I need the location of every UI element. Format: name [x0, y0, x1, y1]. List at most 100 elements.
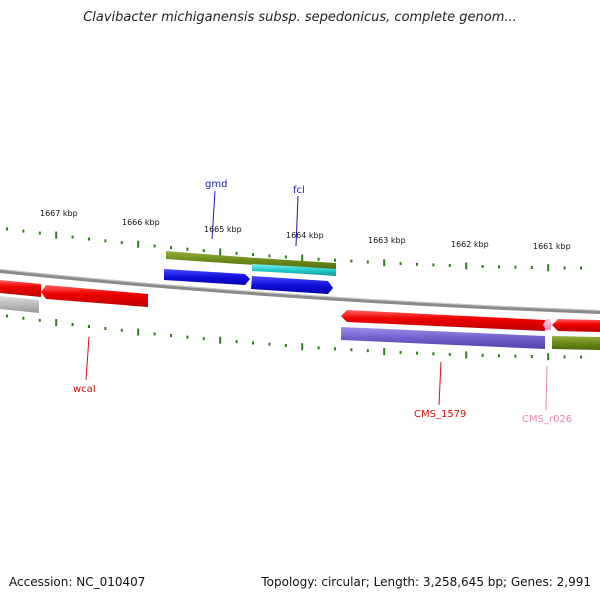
topology-text: Topology: circular; Length: 3,258,645 bp…	[261, 575, 591, 589]
leader-line-wcaI	[85, 336, 90, 381]
minor-tick	[170, 334, 172, 337]
major-tick	[547, 264, 550, 272]
minor-tick	[366, 349, 369, 353]
leader-line-gmd	[211, 190, 216, 240]
minor-tick	[580, 355, 582, 359]
minor-tick	[6, 227, 8, 231]
major-tick	[219, 248, 222, 256]
minor-tick	[268, 342, 271, 346]
minor-tick	[268, 254, 271, 258]
minor-tick	[432, 263, 435, 267]
minor-tick	[202, 337, 205, 341]
major-tick	[55, 319, 58, 326]
minor-tick	[416, 262, 418, 266]
scale-label: 1662 kbp	[451, 240, 489, 249]
gene-CMS_r026[interactable]	[543, 319, 551, 330]
gene-feature-red-left[interactable]	[0, 280, 41, 297]
major-tick	[55, 231, 58, 239]
major-tick	[547, 353, 550, 361]
scale-label: 1666 kbp	[122, 218, 160, 227]
map-title: Clavibacter michiganensis subsp. sepedon…	[83, 10, 517, 25]
gene-label-fcl[interactable]: fcl	[293, 185, 305, 196]
minor-tick	[481, 265, 484, 268]
gene-wcaI[interactable]	[41, 285, 148, 307]
major-tick	[219, 336, 222, 344]
minor-tick	[22, 229, 25, 233]
major-tick	[465, 351, 468, 359]
minor-tick	[186, 247, 189, 251]
minor-tick	[399, 350, 402, 354]
minor-tick	[38, 231, 41, 235]
genome-backbone-highlight	[0, 269, 600, 311]
scale-ticks-upper	[6, 227, 582, 272]
gene-feature-grey-left[interactable]	[0, 296, 39, 313]
minor-tick	[580, 266, 582, 270]
minor-tick	[448, 264, 451, 267]
scale-ticks-lower	[6, 314, 582, 361]
gene-gmd[interactable]	[164, 269, 250, 285]
minor-tick	[22, 316, 25, 320]
major-tick	[137, 328, 140, 336]
minor-tick	[284, 255, 287, 259]
major-tick	[383, 259, 386, 267]
minor-tick	[120, 328, 123, 332]
minor-tick	[6, 314, 8, 318]
minor-tick	[104, 239, 107, 243]
minor-tick	[235, 251, 238, 255]
minor-tick	[334, 347, 336, 351]
gene-feature-olive-right[interactable]	[552, 336, 600, 350]
minor-tick	[38, 318, 41, 322]
minor-tick	[104, 327, 107, 330]
minor-tick	[284, 344, 287, 347]
minor-tick	[448, 352, 451, 356]
minor-tick	[252, 341, 254, 345]
gene-label-gmd[interactable]: gmd	[205, 179, 227, 190]
scale-label: 1664 kbp	[286, 231, 324, 240]
gene-label-CMS_r026[interactable]: CMS_r026	[522, 414, 572, 425]
gene-fcl[interactable]	[251, 276, 333, 294]
minor-tick	[481, 353, 484, 357]
scale-label: 1665 kbp	[204, 225, 242, 234]
major-tick	[301, 254, 304, 262]
minor-tick	[563, 266, 566, 270]
minor-tick	[514, 354, 517, 358]
gene-feature-cyan[interactable]	[252, 264, 336, 276]
leader-line-CMS_1579	[438, 361, 442, 406]
minor-tick	[399, 262, 402, 266]
minor-tick	[202, 249, 205, 253]
minor-tick	[530, 266, 533, 269]
minor-tick	[235, 340, 238, 344]
minor-tick	[498, 265, 500, 269]
minor-tick	[432, 352, 435, 356]
minor-tick	[334, 258, 336, 262]
minor-tick	[350, 348, 353, 352]
minor-tick	[88, 237, 90, 241]
gene-label-CMS_1579[interactable]: CMS_1579	[414, 409, 466, 420]
major-tick	[383, 348, 386, 356]
minor-tick	[514, 265, 517, 269]
gene-feature-red-right[interactable]	[552, 319, 600, 332]
minor-tick	[317, 257, 320, 261]
minor-tick	[71, 323, 74, 326]
major-tick	[465, 262, 468, 270]
accession-text: Accession: NC_010407	[9, 575, 146, 589]
scale-label: 1663 kbp	[368, 236, 406, 245]
minor-tick	[350, 259, 353, 263]
minor-tick	[416, 351, 418, 355]
minor-tick	[317, 346, 320, 350]
gene-feature-olive[interactable]	[166, 251, 336, 270]
genome-backbone	[0, 269, 600, 314]
gene-label-wcaI[interactable]: wcaI	[73, 384, 96, 395]
minor-tick	[366, 260, 369, 264]
minor-tick	[71, 235, 74, 239]
leader-line-CMS_r026	[545, 365, 548, 411]
gene-feature-purple[interactable]	[341, 327, 545, 349]
minor-tick	[88, 325, 90, 328]
minor-tick	[563, 355, 566, 359]
minor-tick	[153, 332, 156, 336]
gene-CMS_1579[interactable]	[341, 310, 545, 331]
minor-tick	[252, 253, 254, 257]
scale-label: 1661 kbp	[533, 242, 571, 251]
minor-tick	[530, 355, 533, 358]
